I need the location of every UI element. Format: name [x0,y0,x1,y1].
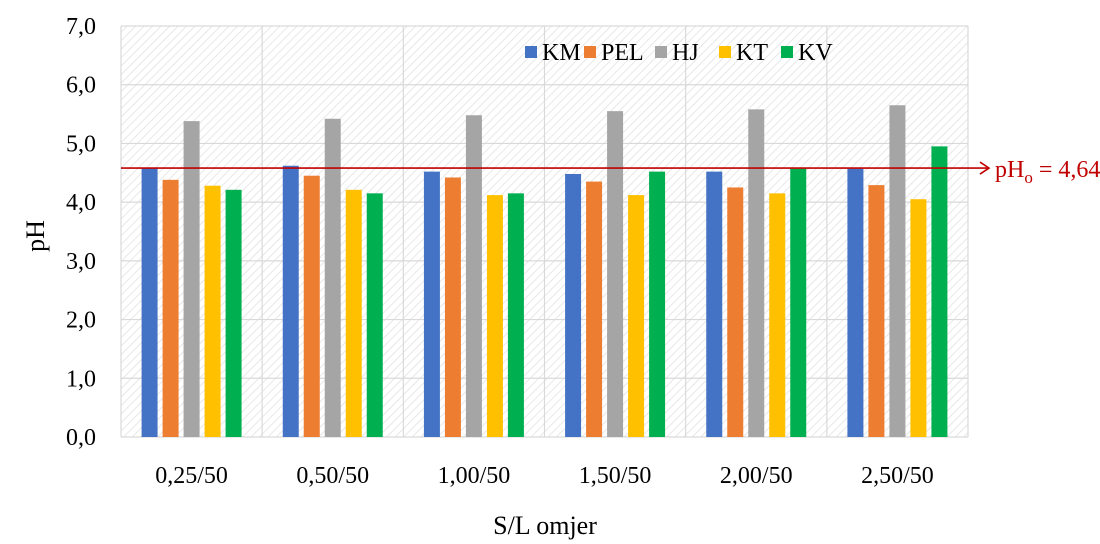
y-axis-title: pH [21,220,50,252]
bar-hj-1 [183,121,200,438]
legend-swatch-kv [781,46,793,58]
bar-kt-4 [628,195,645,437]
legend-label-kv: KV [798,40,833,66]
y-tick-label: 5,0 [66,131,96,157]
legend-label-pel: PEL [601,40,644,66]
bar-kv-2 [366,193,383,437]
bar-pel-3 [444,177,461,438]
bar-hj-5 [748,109,765,438]
bar-kv-3 [507,193,524,437]
bar-km-1 [141,168,158,438]
bar-kv-6 [931,146,948,437]
y-tick-label: 0,0 [66,425,96,451]
bar-hj-4 [607,111,624,437]
bar-kt-3 [486,195,503,437]
bar-pel-1 [162,179,179,437]
bar-km-5 [706,171,723,437]
bar-pel-6 [868,185,885,437]
x-tick-label: 0,50/50 [296,463,369,489]
x-tick-label: 1,50/50 [579,463,652,489]
bar-kt-5 [769,193,786,437]
y-tick-label: 1,0 [66,366,96,392]
bar-km-6 [847,168,864,437]
bar-hj-2 [324,118,341,438]
legend-label-km: KM [542,40,581,66]
x-axis-title: S/L omjer [493,511,597,540]
legend-label-hj: HJ [672,40,699,66]
legend-label-kt: KT [736,40,768,66]
bar-kv-4 [649,171,666,437]
reference-label: pHo = 4,64 [995,157,1100,187]
reference-line-group: pHo = 4,64 [121,157,1100,187]
bar-pel-5 [727,187,744,437]
x-tick-label: 2,00/50 [720,463,793,489]
bar-hj-3 [465,115,482,437]
y-tick-label: 6,0 [66,73,96,99]
bar-km-3 [423,171,440,437]
y-tick-label: 7,0 [66,14,96,40]
legend-swatch-km [525,46,537,58]
x-tick-labels: 0,25/50 0,50/50 1,00/50 1,50/50 2,00/50 2,50/… [155,463,934,489]
legend-swatch-kt [719,46,731,58]
reference-arrowhead [979,161,991,175]
y-tick-label: 4,0 [66,190,96,216]
bar-kv-5 [790,168,807,437]
bar-km-4 [565,173,582,437]
bar-pel-2 [303,175,320,437]
bar-pel-4 [586,181,603,437]
legend-swatch-pel [584,46,596,58]
y-tick-label: 2,0 [66,308,96,334]
legend-swatch-hj [655,46,667,58]
bar-km-2 [282,165,299,438]
bar-kt-2 [345,189,362,437]
x-tick-label: 2,50/50 [861,463,934,489]
x-tick-label: 1,00/50 [438,463,511,489]
bar-kt-1 [204,185,221,437]
bars [141,105,948,438]
bar-kt-6 [910,199,927,437]
bar-kv-1 [225,189,242,437]
bar-hj-6 [889,105,906,437]
y-tick-labels: 0,0 1,0 2,0 3,0 4,0 5,0 6,0 7,0 [66,14,96,451]
y-tick-label: 3,0 [66,249,96,275]
gridlines [120,25,969,438]
legend: KM PEL HJ KT KV [525,40,833,66]
x-tick-label: 0,25/50 [155,463,228,489]
